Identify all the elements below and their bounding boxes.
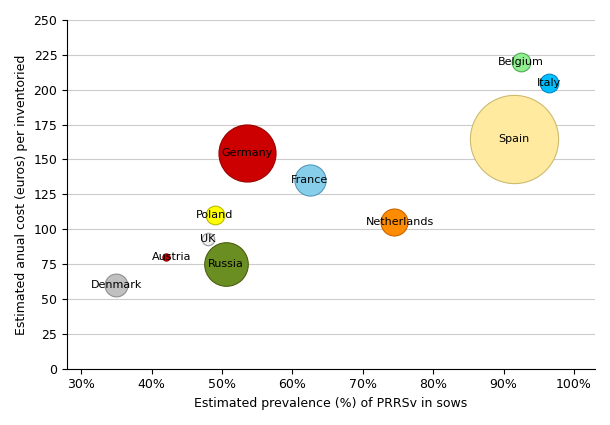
Point: [210, 212, 220, 219]
Point: [112, 282, 121, 289]
Text: France: France: [292, 176, 329, 185]
Point: [516, 59, 526, 65]
Text: Austria: Austria: [151, 252, 191, 262]
Text: Spain: Spain: [498, 133, 529, 144]
Text: UK: UK: [200, 234, 215, 244]
Text: Belgium: Belgium: [498, 57, 544, 67]
Point: [305, 177, 315, 184]
Text: Denmark: Denmark: [91, 280, 142, 290]
Text: Germany: Germany: [221, 147, 272, 158]
Point: [161, 254, 171, 261]
Point: [390, 219, 400, 226]
Text: Netherlands: Netherlands: [366, 217, 434, 227]
Point: [221, 261, 231, 267]
Y-axis label: Estimated anual cost (euros) per inventoried: Estimated anual cost (euros) per invento…: [15, 54, 28, 334]
Point: [509, 135, 519, 142]
X-axis label: Estimated prevalence (%) of PRRSv in sows: Estimated prevalence (%) of PRRSv in sow…: [195, 397, 468, 410]
Point: [242, 149, 251, 156]
Text: Russia: Russia: [207, 259, 243, 269]
Point: [203, 235, 213, 242]
Point: [544, 79, 554, 86]
Text: Italy: Italy: [537, 78, 561, 88]
Text: Poland: Poland: [196, 210, 234, 220]
